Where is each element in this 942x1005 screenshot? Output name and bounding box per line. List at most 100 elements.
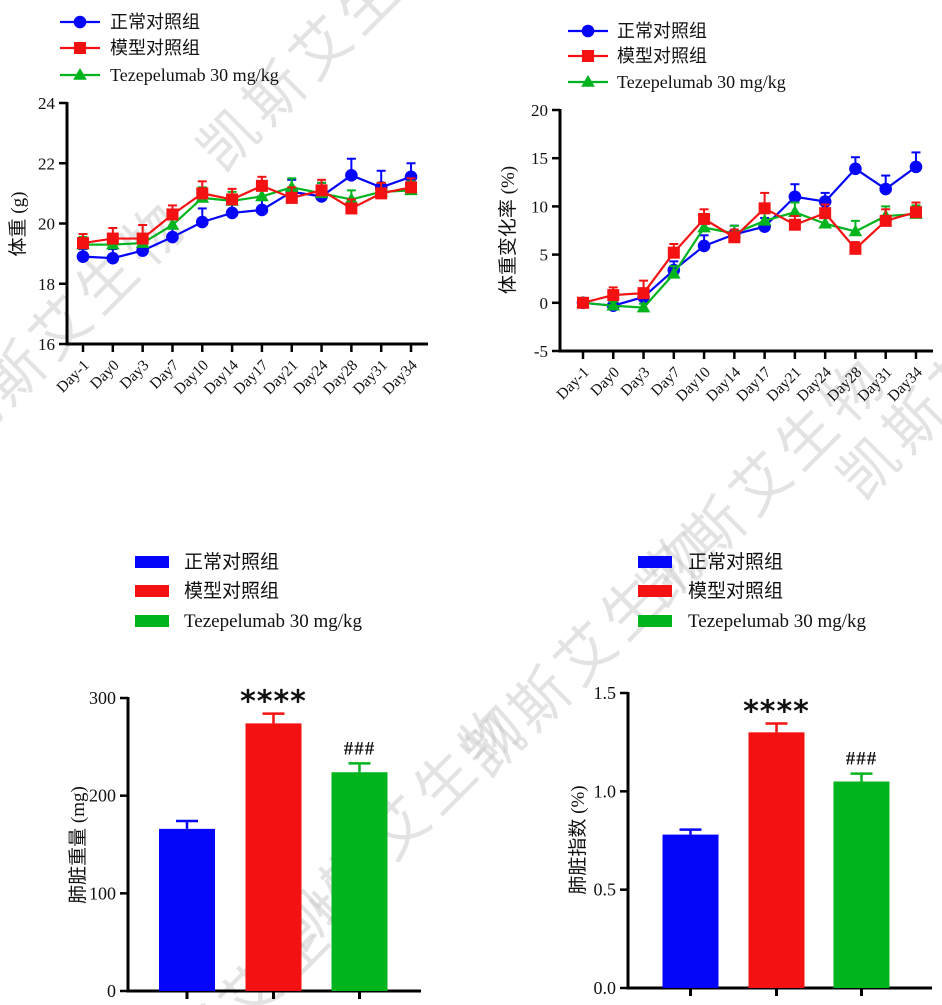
y-tick-label: 300 bbox=[89, 688, 116, 708]
legend-row: 模型对照组 bbox=[638, 580, 783, 602]
y-axis-label: 体重 (g) bbox=[7, 192, 29, 257]
y-tick-label: 24 bbox=[38, 94, 56, 113]
y-tick-label: 0.5 bbox=[594, 880, 617, 900]
triangle-marker bbox=[73, 68, 87, 80]
lung-weight-chart: 0 100 200 300 肺脏重量 (mg) **** ### bbox=[67, 685, 421, 1001]
legend-label: 正常对照组 bbox=[617, 21, 707, 41]
x-tick-label: Day34 bbox=[380, 357, 421, 398]
triangle-marker bbox=[165, 218, 180, 230]
legend-row: 模型对照组 bbox=[135, 580, 279, 602]
legend-row: 模型对照组 bbox=[60, 38, 200, 58]
legend-row: Tezepelumab 30 mg/kg bbox=[638, 611, 867, 632]
x-tick-label: Day34 bbox=[885, 364, 926, 405]
y-tick-label: 1.5 bbox=[594, 683, 617, 703]
y-axis-label: 体重变化率 (%) bbox=[497, 166, 519, 294]
circle-marker bbox=[849, 162, 862, 176]
triangle-marker bbox=[788, 205, 802, 217]
x-tick-label: Day0 bbox=[87, 357, 123, 393]
bar-green bbox=[331, 772, 388, 991]
circle-marker bbox=[225, 206, 239, 220]
x-tick-label: Day-1 bbox=[53, 357, 92, 396]
bar-blue bbox=[662, 834, 719, 988]
square-marker bbox=[285, 191, 298, 204]
series-square bbox=[577, 191, 922, 309]
circle-marker bbox=[76, 250, 90, 263]
square-marker bbox=[909, 206, 922, 219]
bar-red bbox=[245, 723, 302, 991]
legend-row: Tezepelumab 30 mg/kg bbox=[568, 72, 786, 92]
square-marker bbox=[758, 202, 771, 215]
triangle-marker bbox=[606, 298, 621, 311]
square-marker bbox=[196, 187, 209, 200]
x-tick-label: Day-1 bbox=[553, 364, 592, 403]
legend-label: Tezepelumab 30 mg/kg bbox=[688, 611, 867, 632]
legend-swatch bbox=[638, 556, 672, 568]
legend-label: Tezepelumab 30 mg/kg bbox=[110, 65, 279, 85]
y-tick-label: 0.0 bbox=[594, 978, 617, 998]
y-tick-label: 20 bbox=[38, 215, 55, 234]
y-tick-label: 22 bbox=[38, 154, 55, 173]
triangle-marker bbox=[255, 189, 269, 202]
legend-swatch bbox=[638, 615, 672, 627]
legend-row: Tezepelumab 30 mg/kg bbox=[60, 65, 279, 85]
circle-marker bbox=[166, 230, 179, 244]
legend-row: 正常对照组 bbox=[60, 12, 200, 32]
circle-marker bbox=[195, 215, 209, 229]
y-tick-label: 16 bbox=[38, 335, 55, 354]
legend-row: Tezepelumab 30 mg/kg bbox=[135, 611, 363, 632]
square-marker bbox=[315, 184, 328, 197]
legend-row: 模型对照组 bbox=[568, 46, 707, 66]
legend-swatch bbox=[638, 585, 672, 597]
circle-marker bbox=[73, 15, 87, 29]
triangle-marker bbox=[818, 216, 832, 229]
circle-marker bbox=[788, 190, 802, 204]
series-line bbox=[83, 186, 412, 246]
square-marker bbox=[226, 193, 239, 206]
y-tick-label: 5 bbox=[540, 246, 549, 265]
significance-annotation: ### bbox=[846, 749, 878, 770]
series-line bbox=[582, 207, 917, 304]
legend-label: 模型对照组 bbox=[617, 46, 707, 66]
series-line bbox=[82, 184, 412, 245]
y-tick-label: 0 bbox=[107, 981, 116, 1001]
legend-swatch bbox=[135, 556, 169, 568]
triangle-marker bbox=[757, 213, 772, 226]
significance-annotation: **** bbox=[240, 685, 307, 720]
circle-marker bbox=[909, 160, 923, 174]
circle-marker bbox=[106, 251, 120, 265]
triangle-marker bbox=[697, 220, 711, 233]
x-tick-label: Day3 bbox=[117, 357, 153, 393]
square-marker bbox=[136, 232, 149, 245]
legend-swatch bbox=[135, 585, 169, 597]
circle-marker bbox=[879, 182, 892, 196]
legend-label: 模型对照组 bbox=[688, 580, 783, 602]
square-marker bbox=[637, 287, 650, 300]
y-tick-label: 20 bbox=[531, 101, 548, 120]
circle-marker bbox=[255, 203, 269, 217]
legend-label: 模型对照组 bbox=[110, 38, 200, 58]
square-marker bbox=[849, 242, 862, 255]
legend-label: 模型对照组 bbox=[184, 580, 279, 602]
significance-annotation: **** bbox=[743, 694, 810, 729]
series-circle bbox=[76, 157, 418, 265]
bar-blue bbox=[159, 828, 215, 991]
square-marker bbox=[77, 237, 89, 250]
square-marker bbox=[345, 202, 358, 215]
series-line bbox=[582, 165, 917, 307]
legend-label: Tezepelumab 30 mg/kg bbox=[617, 72, 786, 92]
y-tick-label: -5 bbox=[534, 342, 548, 361]
lung-index-chart: 0.0 0.5 1.0 1.5 肺脏指数 (%) **** ### bbox=[567, 683, 932, 998]
square-marker bbox=[788, 218, 801, 231]
series-line bbox=[82, 174, 412, 260]
legend-swatch bbox=[135, 615, 169, 627]
triangle-marker bbox=[848, 224, 863, 237]
square-marker bbox=[728, 231, 741, 244]
legend-row: 正常对照组 bbox=[135, 551, 279, 573]
legend-label: 正常对照组 bbox=[184, 551, 279, 573]
